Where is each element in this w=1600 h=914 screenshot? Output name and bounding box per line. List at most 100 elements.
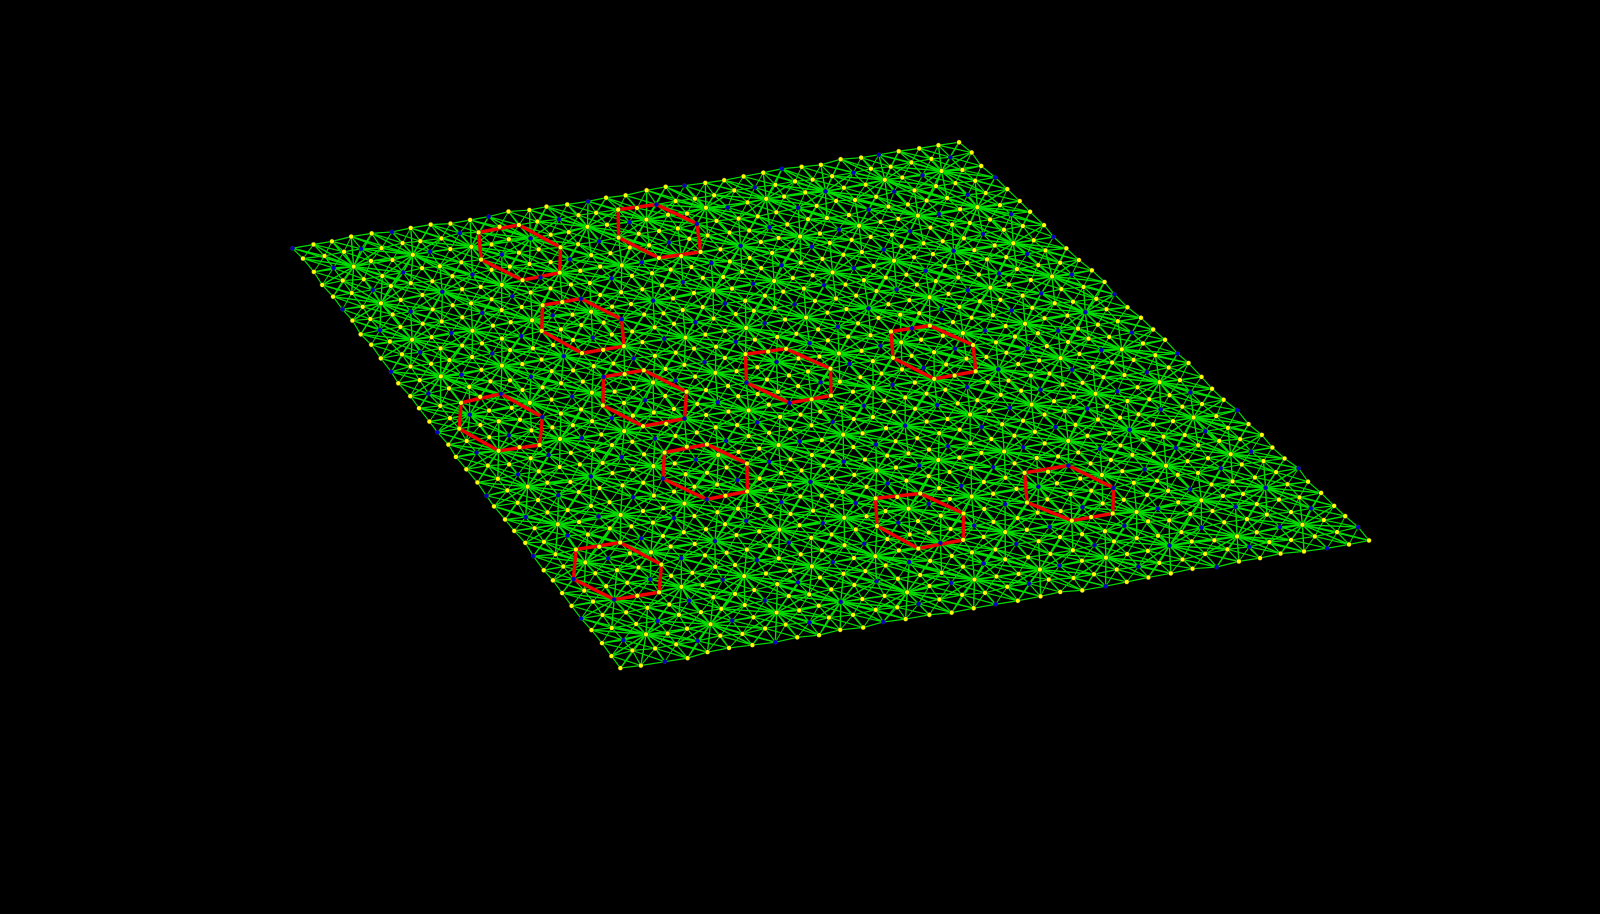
bond <box>488 216 520 226</box>
bond <box>789 484 801 497</box>
bond <box>636 190 648 209</box>
bond <box>757 489 771 506</box>
bond <box>754 339 787 350</box>
bond <box>820 407 842 413</box>
bond <box>669 603 701 613</box>
bond <box>843 446 854 462</box>
bond <box>662 284 695 294</box>
bond <box>654 355 666 370</box>
bond <box>731 271 743 289</box>
bond <box>940 498 951 516</box>
bond <box>400 282 412 301</box>
bond <box>906 465 920 482</box>
bond <box>677 223 698 230</box>
bond <box>818 629 841 636</box>
bond <box>715 330 726 348</box>
bond <box>854 184 867 201</box>
bond <box>466 424 481 442</box>
bond <box>734 549 748 566</box>
bond <box>928 487 940 505</box>
bond <box>302 258 315 273</box>
bond <box>498 407 513 422</box>
bond <box>872 400 885 418</box>
bond <box>624 373 635 389</box>
bond <box>321 284 334 298</box>
bond <box>622 482 644 487</box>
bond <box>567 203 597 214</box>
bond <box>768 461 782 474</box>
bond <box>758 515 771 532</box>
bond <box>905 614 930 620</box>
bond <box>292 243 314 249</box>
bond <box>876 565 887 582</box>
bond <box>472 259 482 275</box>
bond <box>607 542 621 559</box>
bond <box>370 329 381 345</box>
bond <box>759 447 791 460</box>
bond <box>461 356 473 375</box>
bond <box>725 520 747 525</box>
bond <box>430 223 451 226</box>
bond <box>840 157 862 160</box>
bond <box>752 283 766 297</box>
bond <box>694 182 706 199</box>
bond <box>476 482 487 497</box>
bond <box>797 371 809 387</box>
bond <box>673 474 687 492</box>
bond <box>753 573 767 591</box>
bond <box>603 318 622 324</box>
bond <box>840 626 864 631</box>
bond <box>798 385 832 397</box>
bond <box>562 566 574 580</box>
bond <box>552 566 564 581</box>
bond <box>609 527 642 539</box>
bond <box>918 603 952 614</box>
bond <box>801 164 821 168</box>
bond <box>543 569 574 580</box>
bond <box>557 481 571 496</box>
bond <box>862 432 877 446</box>
bond <box>603 322 633 333</box>
bond <box>529 206 547 211</box>
bond <box>885 427 918 439</box>
bond <box>678 614 688 629</box>
bond <box>558 218 570 233</box>
bond <box>975 176 996 182</box>
bond <box>616 569 628 584</box>
bond <box>1003 225 1023 231</box>
bond <box>508 446 520 465</box>
bond <box>811 411 821 426</box>
bond <box>552 578 574 581</box>
bond <box>686 389 707 393</box>
bond <box>622 469 634 486</box>
bond <box>635 607 648 625</box>
bond <box>961 594 996 605</box>
bond <box>609 237 620 254</box>
bond <box>898 147 920 152</box>
bond <box>822 522 856 531</box>
bond <box>746 366 758 383</box>
bond <box>821 491 843 497</box>
bond <box>995 600 1018 605</box>
bond <box>491 338 503 354</box>
bond <box>704 346 717 363</box>
bond <box>351 278 365 294</box>
bond <box>710 249 721 264</box>
bond <box>532 330 543 349</box>
bond <box>550 287 582 300</box>
bond <box>517 470 539 475</box>
bond <box>694 486 726 497</box>
bond <box>765 572 799 583</box>
bond <box>665 395 698 405</box>
bond <box>862 416 874 434</box>
bond <box>658 214 669 232</box>
bond <box>641 261 671 271</box>
bond <box>643 313 675 325</box>
bond <box>861 154 879 159</box>
bond <box>745 504 758 522</box>
bond <box>592 601 627 613</box>
bond <box>758 448 770 463</box>
bond <box>450 317 463 334</box>
